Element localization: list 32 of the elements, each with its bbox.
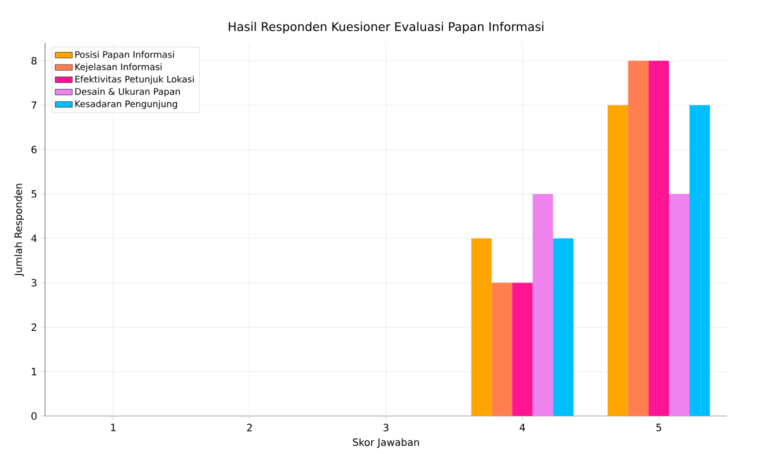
x-tick-label: 1 — [111, 424, 116, 432]
bar — [512, 282, 533, 416]
bar — [532, 194, 554, 416]
x-tick-label: 4 — [520, 424, 526, 432]
chart-title: Hasil Responden Kuesioner Evaluasi Papan Informasi — [228, 22, 544, 34]
y-tick-label: 7 — [32, 102, 36, 109]
legend-label: Kejelasan Informasi — [75, 63, 162, 72]
bar — [628, 60, 649, 416]
y-tick-label: 3 — [32, 278, 36, 287]
bar — [471, 238, 492, 416]
y-tick-label: 6 — [32, 146, 37, 154]
bar — [608, 105, 628, 416]
bar — [689, 105, 710, 416]
x-axis-title: Skor Jawaban — [352, 438, 419, 448]
y-tick-label: 0 — [32, 412, 37, 420]
y-tick-label: 4 — [31, 234, 37, 242]
legend-label: Desain & Ukuran Papan — [75, 88, 180, 97]
legend-label: Kesadaran Pengunjung — [75, 100, 177, 109]
y-tick-label: 1 — [32, 368, 36, 376]
y-tick-label: 8 — [32, 56, 37, 65]
x-tick-label: 5 — [656, 424, 662, 432]
y-tick-label: 2 — [32, 323, 36, 331]
x-tick-label: 3 — [384, 424, 388, 432]
bar — [492, 282, 512, 416]
legend-label: Posisi Papan Informasi — [75, 50, 174, 60]
bar — [553, 238, 574, 416]
x-tick-label: 2 — [247, 424, 252, 432]
y-tick-label: 5 — [32, 190, 36, 198]
y-axis-title: Jumlah Responden — [14, 184, 24, 276]
legend-label: Efektivitas Petunjuk Lokasi — [75, 76, 194, 84]
bar — [648, 60, 670, 416]
bar — [669, 194, 690, 416]
